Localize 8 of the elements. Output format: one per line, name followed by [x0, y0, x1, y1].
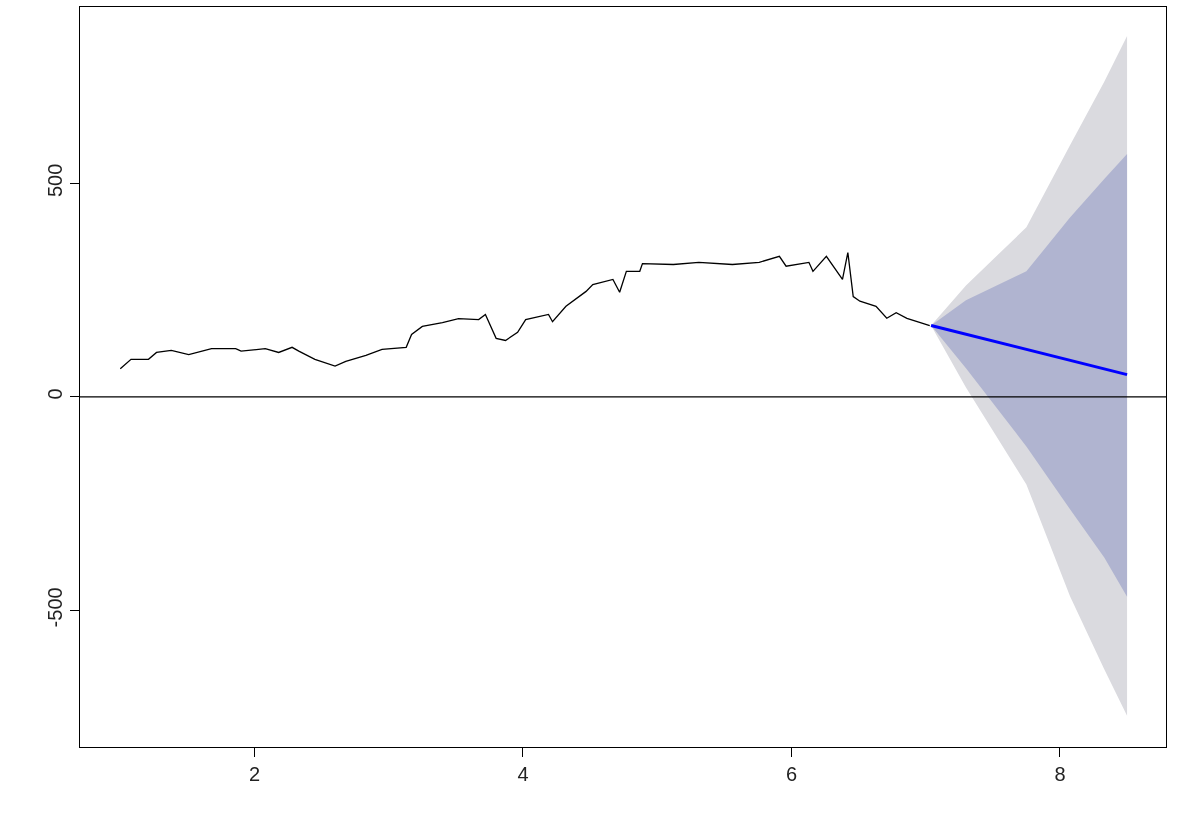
y-tick-label: 0 — [43, 388, 66, 400]
x-tick-label: 2 — [248, 763, 261, 786]
x-tick-label: 4 — [517, 763, 529, 786]
x-tick-label: 6 — [785, 763, 798, 786]
line-series — [119, 251, 931, 370]
y-tick-label: -500 — [43, 587, 66, 628]
x-tick-label: 8 — [1054, 763, 1066, 786]
y-tick-label: 500 — [43, 163, 66, 198]
